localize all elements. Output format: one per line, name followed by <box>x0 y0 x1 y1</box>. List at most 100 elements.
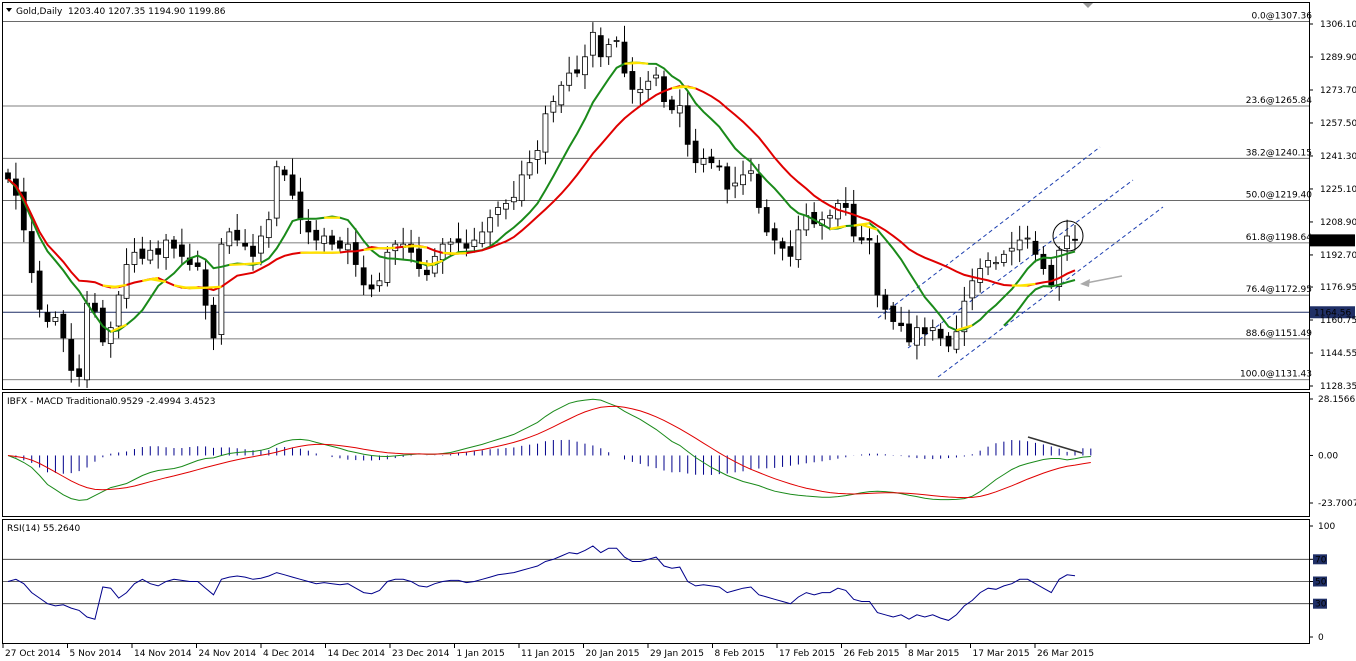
bull-candle <box>84 302 90 381</box>
rsi-tick-label: 50 <box>1315 578 1327 588</box>
bear-candle <box>684 105 691 145</box>
pointer-arrow[interactable] <box>1085 275 1123 284</box>
bear-candle <box>661 76 667 102</box>
price-tick-label: 1176.95 <box>1320 283 1356 293</box>
bear-candle <box>178 244 185 257</box>
bull-candle <box>795 229 802 261</box>
bear-candle <box>574 69 580 74</box>
moving-averages <box>7 61 1076 333</box>
bull-candle <box>542 113 549 153</box>
rsi-title: RSI(14) <box>7 524 40 534</box>
rsi-indicator: 100 70 50 30 0 <box>3 522 1335 643</box>
bear-candle <box>44 312 51 322</box>
bear-candle <box>763 207 770 233</box>
price-tick-label: 1192.70 <box>1320 251 1356 261</box>
ohlc-values: 1203.40 1207.35 1194.90 1199.86 <box>68 7 226 17</box>
bear-candle <box>60 313 67 339</box>
bull-candle <box>1024 237 1031 240</box>
bear-candle <box>194 262 201 267</box>
time-tick-label: 14 Dec 2014 <box>328 649 386 659</box>
scroll-marker-icon[interactable] <box>1083 3 1093 8</box>
bear-candle <box>463 243 470 249</box>
bear-candle <box>771 228 778 241</box>
bull-candle <box>653 74 660 79</box>
current-price-tag <box>1310 234 1355 247</box>
bear-candle <box>28 231 35 274</box>
bear-candle <box>171 239 177 249</box>
dropdown-triangle-icon[interactable] <box>6 8 12 12</box>
price-tick-label: 1306.10 <box>1320 20 1356 30</box>
slow-moving-average-turn-highlight <box>229 263 246 267</box>
bull-candle <box>1064 235 1070 250</box>
bear-candle <box>76 368 83 377</box>
bull-candle <box>534 150 541 160</box>
bull-candle <box>258 235 264 254</box>
fast-moving-average-turn-highlight <box>150 278 167 283</box>
rsi-line <box>7 545 1076 621</box>
bull-candle <box>985 260 991 268</box>
bear-candle <box>234 229 241 241</box>
time-tick-label: 8 Mar 2015 <box>908 649 959 659</box>
bull-candle <box>447 241 454 245</box>
fast-moving-average-turn-highlight <box>363 247 380 251</box>
bull-candle <box>1000 253 1007 263</box>
fib-level-label: 100.0@1131.43 <box>1240 370 1312 380</box>
bear-candle <box>305 220 312 233</box>
fast-moving-average-turn-highlight <box>189 286 206 290</box>
channel-line[interactable] <box>937 206 1164 378</box>
bear-candle <box>92 302 98 312</box>
support-price-label: 1164.56 <box>1314 308 1351 318</box>
time-tick-label: 20 Jan 2015 <box>586 649 640 659</box>
rsi-level-tag <box>1313 576 1327 587</box>
bull-candle <box>637 88 644 94</box>
time-tick-label: 1 Jan 2015 <box>457 649 505 659</box>
bear-candle <box>1032 240 1039 255</box>
bear-candle <box>20 191 27 231</box>
slow-moving-average <box>7 61 1076 333</box>
bear-candle <box>937 328 944 339</box>
time-tick-label: 17 Mar 2015 <box>973 649 1030 659</box>
bear-candle <box>242 242 249 247</box>
price-tick-label: 1225.10 <box>1320 185 1356 195</box>
bear-candle <box>155 248 162 255</box>
bull-candle <box>1016 239 1023 251</box>
bull-candle <box>107 327 114 344</box>
time-tick-label: 8 Feb 2015 <box>715 649 765 659</box>
channel-line[interactable] <box>877 146 1101 319</box>
bear-candle <box>716 165 723 168</box>
bull-candle <box>1008 247 1015 252</box>
bear-candle <box>1072 238 1078 241</box>
time-tick-label: 4 Dec 2014 <box>263 649 315 659</box>
fib-level-label: 88.6@1151.49 <box>1246 329 1313 339</box>
bull-candle <box>471 239 478 247</box>
bear-candle <box>250 245 256 257</box>
bull-candle <box>115 294 122 327</box>
bear-candle <box>669 99 675 111</box>
fib-level-label: 0.0@1307.36 <box>1251 11 1312 21</box>
bull-candle <box>732 182 739 187</box>
bear-candle <box>210 304 217 339</box>
bull-candle <box>265 219 272 239</box>
bear-candle <box>945 335 952 347</box>
channel-line[interactable] <box>907 179 1134 349</box>
time-tick-label: 24 Nov 2014 <box>199 649 257 659</box>
bull-candle <box>827 215 833 219</box>
fib-level-label: 76.4@1172.95 <box>1246 285 1312 295</box>
pointer-arrow-head-icon <box>1080 279 1090 287</box>
bull-candle <box>589 31 596 56</box>
bull-candle <box>321 235 328 244</box>
highlight-circle[interactable] <box>1052 220 1084 252</box>
time-tick-label: 29 Jan 2015 <box>650 649 704 659</box>
slow-moving-average-turn-highlight <box>853 222 870 227</box>
fib-level-label: 50.0@1219.40 <box>1246 191 1313 201</box>
bear-candle <box>779 241 786 249</box>
macd-title: IBFX - MACD Traditional <box>7 397 113 407</box>
fib-level-label: 61.8@1198.64 <box>1246 233 1313 243</box>
bear-candle <box>890 305 897 322</box>
macd-divergence-line[interactable] <box>1027 436 1083 454</box>
symbol-label: Gold,Daily <box>16 7 63 17</box>
bear-candle <box>329 235 335 245</box>
time-tick-label: 17 Feb 2015 <box>779 649 835 659</box>
bull-candle <box>566 72 573 86</box>
